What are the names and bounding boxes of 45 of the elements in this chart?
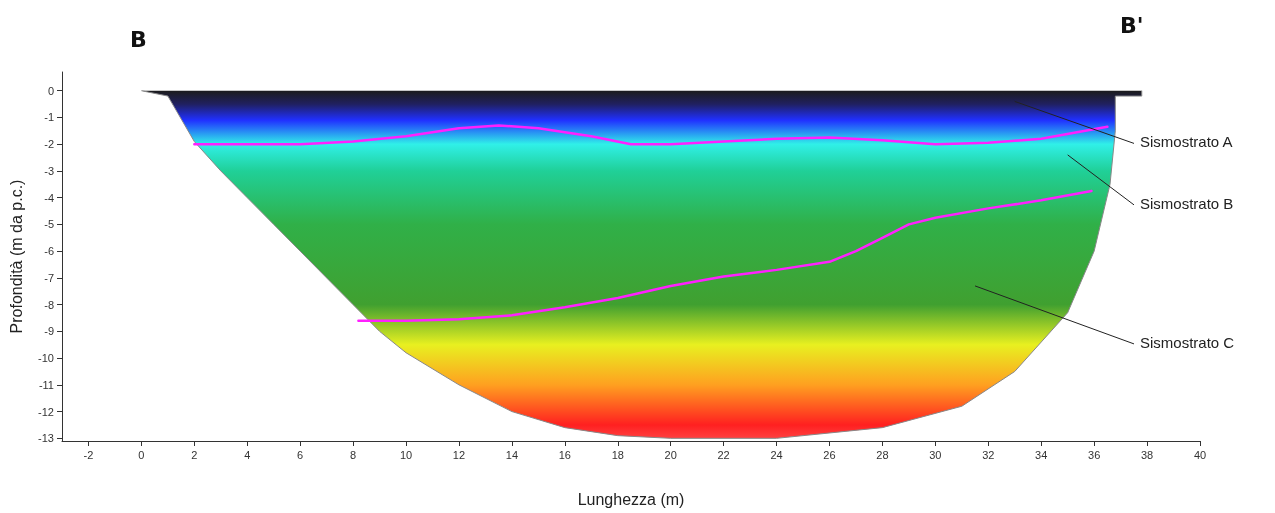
x-tick-label: 6 [297,448,304,461]
line-series [193,124,1109,146]
y-tick-label: -10 [38,352,54,365]
x-tick-label: -2 [83,448,94,461]
y-tick-label: -6 [44,245,54,258]
x-tick-label: 8 [350,448,357,461]
x-tick-label: 26 [823,448,836,461]
y-tick-label: -7 [44,271,54,284]
y-tick-label: -8 [44,298,54,311]
y-tick-label: -12 [38,405,54,418]
annotation: Sismostrato B [1140,194,1234,212]
x-tick-label: 38 [1140,448,1154,461]
line-series [357,189,1093,322]
y-tick-label: -9 [44,325,54,338]
x-tick-label: 10 [399,448,413,461]
y-tick-label: -2 [44,138,54,151]
x-tick-label: 2 [191,448,198,461]
text: B [130,26,147,52]
y-tick-label: -5 [44,218,54,231]
x-tick-label: 24 [770,448,783,461]
x-tick-label: 36 [1088,448,1101,461]
y-tick-label: -11 [38,378,54,391]
x-tick-label: 40 [1193,448,1207,461]
text: B' [1120,12,1144,38]
annotation: Sismostrato C [1140,333,1235,351]
x-tick-label: 32 [982,448,995,461]
x-tick-label: 0 [138,448,145,461]
y-axis-title: Profondità (m da p.c.) [7,179,25,334]
y-tick-label: 0 [47,84,54,97]
x-tick-label: 4 [244,448,251,461]
x-axis-title: Lunghezza (m) [577,490,685,508]
x-tick-label: 28 [876,448,889,461]
x-tick-label: 20 [664,448,677,461]
x-tick-label: 18 [611,448,624,461]
x-tick-label: 22 [717,448,730,461]
x-tick-label: 30 [929,448,942,461]
annotation: Sismostrato A [1140,133,1233,151]
x-tick-label: 34 [1035,448,1048,461]
y-tick-label: -13 [38,432,54,445]
y-tick-label: -1 [44,111,54,124]
y-tick-label: -3 [44,164,54,177]
x-tick-label: 14 [505,448,519,461]
x-tick-label: 12 [452,448,466,461]
x-tick-label: 16 [558,448,571,461]
y-tick-label: -4 [44,191,54,204]
